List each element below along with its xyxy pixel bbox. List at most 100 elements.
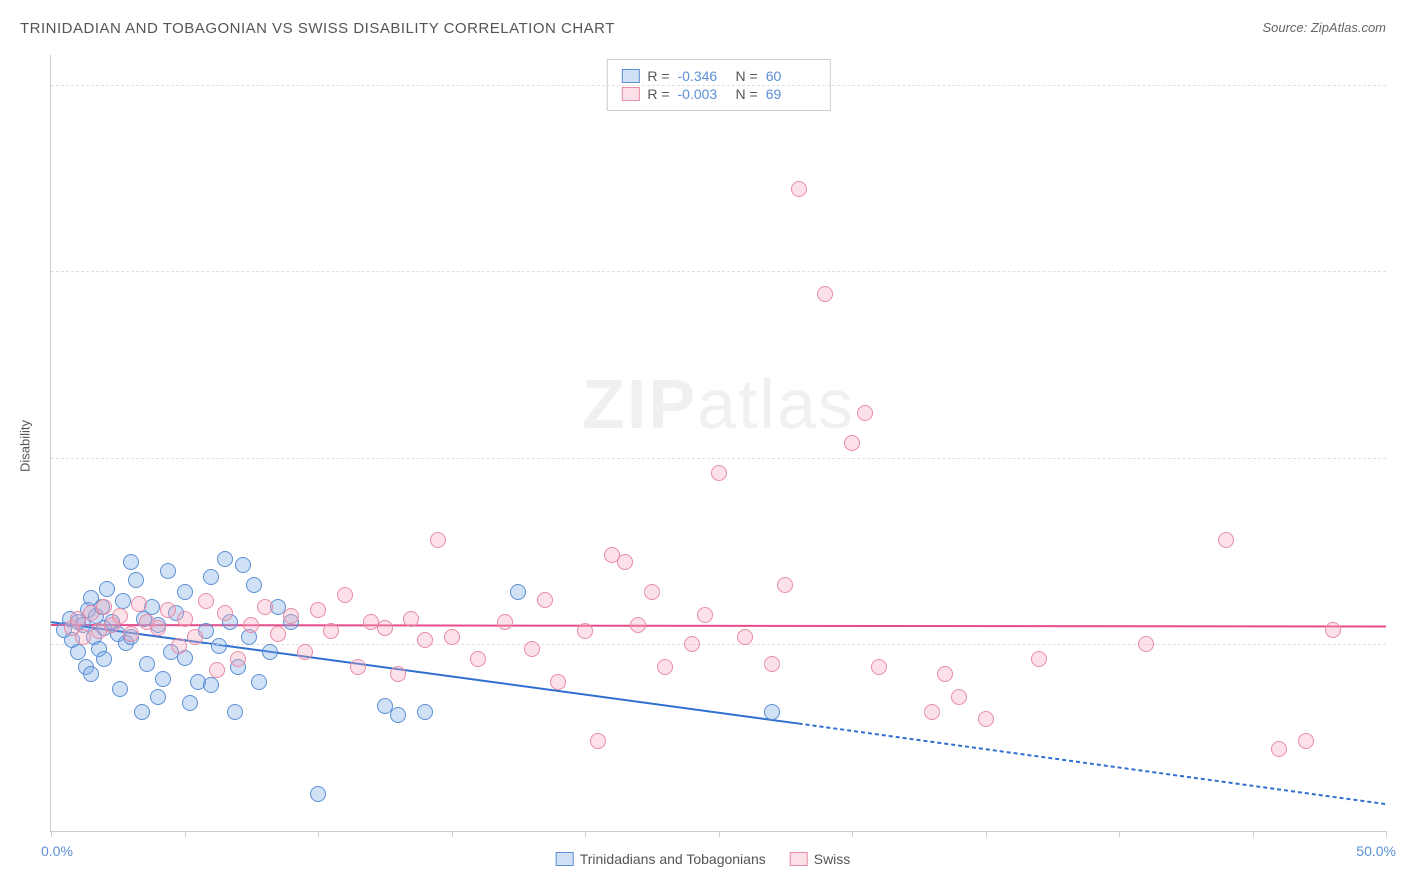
- data-point: [123, 626, 139, 642]
- data-point: [1271, 741, 1287, 757]
- data-point: [230, 651, 246, 667]
- data-point: [128, 572, 144, 588]
- data-point: [617, 554, 633, 570]
- data-point: [924, 704, 940, 720]
- data-point: [577, 623, 593, 639]
- data-point: [123, 554, 139, 570]
- data-point: [337, 587, 353, 603]
- data-point: [657, 659, 673, 675]
- data-point: [777, 577, 793, 593]
- n-label: N =: [736, 68, 758, 84]
- gridline: [51, 271, 1386, 272]
- data-point: [203, 677, 219, 693]
- data-point: [430, 532, 446, 548]
- data-point: [697, 607, 713, 623]
- data-point: [737, 629, 753, 645]
- r-value-2: -0.003: [678, 86, 728, 102]
- data-point: [403, 611, 419, 627]
- data-point: [182, 695, 198, 711]
- gridline: [51, 85, 1386, 86]
- data-point: [390, 707, 406, 723]
- data-point: [711, 465, 727, 481]
- data-point: [112, 608, 128, 624]
- r-value-1: -0.346: [678, 68, 728, 84]
- data-point: [112, 681, 128, 697]
- data-point: [550, 674, 566, 690]
- swatch-pink: [621, 87, 639, 101]
- legend-item-series1: Trinidadians and Tobagonians: [556, 851, 766, 867]
- data-point: [246, 577, 262, 593]
- data-point: [1325, 622, 1341, 638]
- x-tick: [51, 831, 52, 837]
- legend-label: Swiss: [814, 851, 851, 867]
- data-point: [115, 593, 131, 609]
- x-tick: [185, 831, 186, 837]
- x-tick: [852, 831, 853, 837]
- data-point: [217, 605, 233, 621]
- y-tick-label: 12.5%: [1396, 636, 1406, 652]
- swatch-blue: [621, 69, 639, 83]
- data-point: [96, 599, 112, 615]
- data-point: [684, 636, 700, 652]
- r-label: R =: [647, 68, 669, 84]
- x-end-label: 50.0%: [1356, 843, 1396, 859]
- data-point: [470, 651, 486, 667]
- data-point: [951, 689, 967, 705]
- data-point: [160, 602, 176, 618]
- data-point: [1031, 651, 1047, 667]
- data-point: [139, 656, 155, 672]
- legend-item-series2: Swiss: [790, 851, 851, 867]
- data-point: [323, 623, 339, 639]
- data-point: [524, 641, 540, 657]
- data-point: [871, 659, 887, 675]
- data-point: [270, 626, 286, 642]
- data-point: [857, 405, 873, 421]
- data-point: [817, 286, 833, 302]
- data-point: [211, 638, 227, 654]
- data-point: [251, 674, 267, 690]
- data-point: [510, 584, 526, 600]
- x-tick: [1386, 831, 1387, 837]
- r-label: R =: [647, 86, 669, 102]
- y-tick-label: 50.0%: [1396, 77, 1406, 93]
- data-point: [1298, 733, 1314, 749]
- data-point: [630, 617, 646, 633]
- data-point: [590, 733, 606, 749]
- y-tick-label: 25.0%: [1396, 450, 1406, 466]
- y-axis-label: Disability: [18, 420, 33, 472]
- swatch-pink: [790, 852, 808, 866]
- data-point: [70, 644, 86, 660]
- data-point: [150, 620, 166, 636]
- stats-row-series2: R = -0.003 N = 69: [621, 86, 815, 102]
- x-tick: [1253, 831, 1254, 837]
- data-point: [310, 602, 326, 618]
- data-point: [99, 581, 115, 597]
- data-point: [209, 662, 225, 678]
- data-point: [297, 644, 313, 660]
- watermark: ZIPatlas: [582, 364, 855, 444]
- data-point: [131, 596, 147, 612]
- data-point: [644, 584, 660, 600]
- legend-label: Trinidadians and Tobagonians: [580, 851, 766, 867]
- data-point: [177, 584, 193, 600]
- data-point: [764, 704, 780, 720]
- data-point: [198, 593, 214, 609]
- data-point: [310, 786, 326, 802]
- x-tick: [719, 831, 720, 837]
- data-point: [937, 666, 953, 682]
- data-point: [497, 614, 513, 630]
- data-point: [155, 671, 171, 687]
- data-point: [978, 711, 994, 727]
- data-point: [417, 704, 433, 720]
- data-point: [1218, 532, 1234, 548]
- swatch-blue: [556, 852, 574, 866]
- gridline: [51, 644, 1386, 645]
- data-point: [844, 435, 860, 451]
- data-point: [262, 644, 278, 660]
- data-point: [96, 651, 112, 667]
- data-point: [350, 659, 366, 675]
- data-point: [390, 666, 406, 682]
- n-label: N =: [736, 86, 758, 102]
- x-origin-label: 0.0%: [41, 843, 73, 859]
- data-point: [537, 592, 553, 608]
